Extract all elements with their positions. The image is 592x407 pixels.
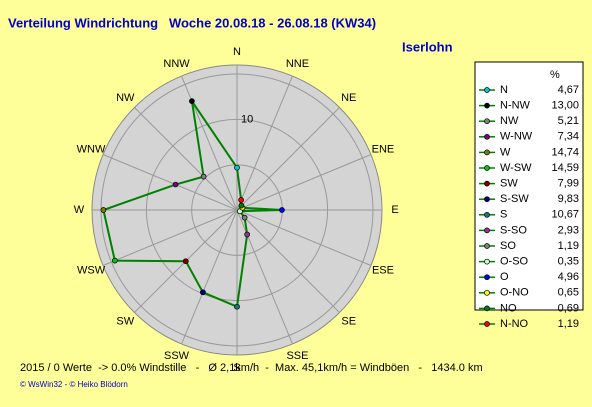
spoke	[236, 209, 340, 313]
direction-label: NE	[341, 92, 356, 104]
legend-value: 13,00	[551, 100, 579, 112]
legend-marker	[484, 118, 490, 125]
direction-label: E	[391, 204, 398, 216]
marker	[111, 257, 118, 264]
legend-value: 4,96	[558, 271, 579, 283]
direction-label: S	[233, 362, 240, 374]
spoke	[236, 75, 293, 211]
spoke	[236, 209, 372, 266]
direction-label: W	[74, 204, 85, 216]
direction-label: SW	[116, 316, 134, 328]
spoke	[236, 154, 372, 211]
legend-name: N-NW	[500, 100, 531, 112]
spoke	[134, 107, 238, 211]
marker	[172, 181, 179, 188]
marker	[234, 164, 240, 171]
legend-value: 14,74	[551, 146, 579, 158]
legend-marker	[484, 87, 490, 93]
legend-marker	[484, 149, 490, 156]
legend-name: N-NO	[500, 318, 529, 330]
legend-name: S	[500, 209, 507, 221]
r-tick-label: 10	[241, 113, 253, 125]
chart-title: Verteilung Windrichtung Woche 20.08.18 -…	[8, 15, 376, 30]
legend-value: 0,69	[558, 302, 579, 314]
marker	[238, 202, 245, 209]
direction-label: NW	[116, 92, 135, 104]
direction-label: ENE	[372, 143, 395, 155]
legend-name: O-NO	[500, 287, 529, 299]
legend-value: 14,59	[551, 162, 579, 174]
legend-value: 10,67	[551, 209, 579, 221]
legend-marker	[484, 274, 490, 281]
marker	[182, 258, 189, 265]
legend-title: %	[550, 69, 560, 81]
legend-marker	[484, 289, 490, 296]
spoke	[102, 209, 238, 266]
footer: 2015 / 0 Werte -> 0.0% Windstille - Ø 2,…	[20, 362, 483, 374]
direction-label: N	[233, 46, 241, 58]
direction-label: NNW	[163, 58, 190, 70]
legend-name: S-SO	[500, 224, 527, 236]
legend-name: NW	[500, 115, 519, 127]
spoke	[181, 75, 238, 211]
legend-value: 5,21	[558, 115, 579, 127]
marker	[241, 214, 248, 221]
legend-value: 0,35	[558, 256, 579, 268]
marker	[200, 289, 206, 296]
legend-value: 7,99	[558, 178, 579, 190]
marker	[189, 98, 195, 105]
legend-box	[474, 61, 584, 311]
legend-marker	[484, 196, 490, 203]
chart-subtitle: Iserlohn	[402, 39, 453, 54]
spoke	[236, 107, 340, 211]
marker	[100, 207, 107, 213]
marker	[279, 207, 285, 213]
credit: © WsWin32 - © Heiko Blödorn	[20, 380, 128, 389]
legend-name: S-SW	[500, 193, 529, 205]
legend-name: O	[500, 271, 509, 283]
legend-marker	[484, 133, 490, 140]
legend-value: 1,19	[558, 240, 579, 252]
legend-marker	[484, 165, 490, 171]
legend-marker	[484, 227, 490, 234]
legend-marker	[484, 305, 490, 312]
legend-marker	[484, 243, 490, 249]
legend-marker	[484, 321, 490, 327]
direction-label: SSW	[164, 350, 190, 362]
legend-name: W-NW	[500, 131, 533, 143]
legend-name: SO	[500, 240, 516, 252]
direction-label: WSW	[77, 264, 106, 276]
marker	[238, 197, 244, 203]
marker	[200, 173, 207, 180]
spoke	[181, 209, 238, 345]
legend-name: W-SW	[500, 162, 532, 174]
legend-marker	[484, 211, 490, 218]
legend-name: SW	[500, 178, 518, 190]
legend-name: N	[500, 84, 508, 96]
legend-value: 7,34	[558, 131, 579, 143]
legend-value: 2,93	[558, 224, 579, 236]
direction-label: SE	[341, 316, 356, 328]
legend-name: O-SO	[500, 256, 529, 268]
legend-marker	[484, 102, 490, 109]
direction-label: SSE	[286, 350, 308, 362]
legend-name: W	[500, 146, 511, 158]
legend-marker	[484, 180, 490, 187]
direction-label: WNW	[77, 143, 106, 155]
spoke	[102, 154, 238, 211]
marker	[244, 231, 251, 238]
direction-label: NNE	[286, 58, 309, 70]
legend-name: NO	[500, 302, 517, 314]
legend-value: 4,67	[558, 84, 579, 96]
legend-value: 1,19	[558, 318, 579, 330]
direction-label: ESE	[372, 264, 394, 276]
legend-marker	[484, 258, 490, 265]
legend-value: 0,65	[558, 287, 579, 299]
legend-value: 9,83	[558, 193, 579, 205]
marker	[234, 303, 240, 310]
